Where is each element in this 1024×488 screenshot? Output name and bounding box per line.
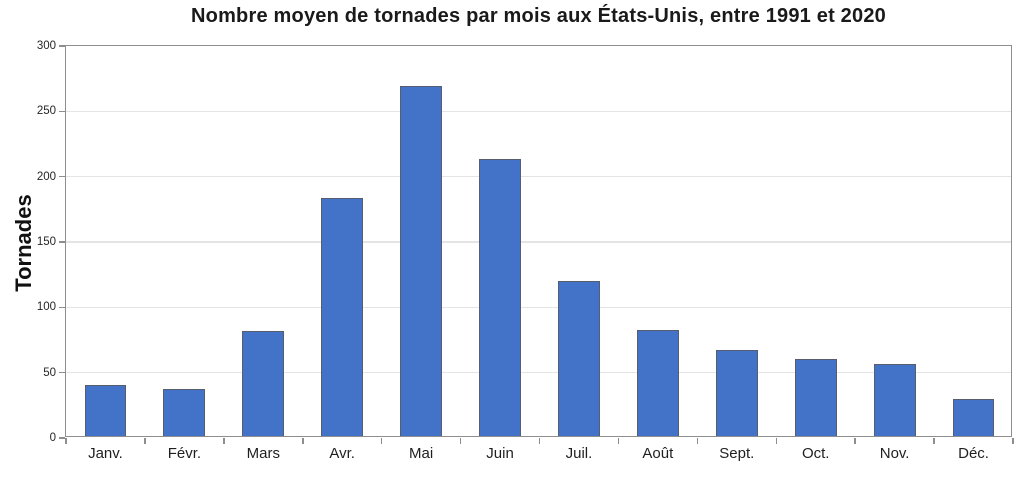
x-axis-label-juil: Juil.: [565, 445, 593, 462]
x-axis-tick-10: [854, 437, 856, 444]
gridline-150: [66, 241, 1011, 243]
x-axis-label-nov: Nov.: [879, 445, 910, 462]
bar-févr: [163, 388, 206, 436]
bar-oct: [794, 358, 837, 436]
x-axis-tick-2: [223, 437, 225, 444]
bar-juin: [479, 159, 521, 436]
plot-area: 0 50 100 150 200 250 300 Janv. Févr. Mars Avr. Mai J…: [37, 40, 1014, 462]
chart-title: Nombre moyen de tornades par mois aux Ét…: [191, 5, 886, 27]
gridline-100: [66, 306, 1011, 309]
y-axis-tick-label-150: 150: [36, 236, 56, 248]
bar-mai: [400, 85, 443, 436]
x-axis-label-févr: Févr.: [167, 445, 202, 462]
y-axis-tick-0: [58, 437, 65, 439]
x-axis-label-sept: Sept.: [719, 445, 755, 462]
bar-sept: [715, 349, 758, 436]
x-axis-tick-7: [617, 437, 620, 444]
x-axis-tick-11: [933, 437, 935, 444]
bar-avr: [321, 198, 364, 436]
bar-juil: [558, 280, 600, 436]
x-axis-label-mai: Mai: [409, 445, 434, 462]
x-axis-label-juin: Juin: [486, 445, 514, 462]
x-axis-label-janv: Janv.: [88, 445, 123, 462]
x-axis-label-avr: Avr.: [329, 445, 355, 462]
y-axis-tick-label-250: 250: [36, 105, 56, 118]
x-axis-tick-3: [302, 437, 304, 444]
bar-déc: [952, 399, 995, 436]
x-axis-tick-6: [538, 437, 541, 444]
x-axis-tick-1: [144, 437, 146, 444]
x-axis-tick-8: [696, 437, 699, 444]
x-axis-label-août: Août: [642, 445, 674, 462]
x-axis-label-mars: Mars: [246, 445, 280, 462]
y-axis-tick-label-50: 50: [43, 366, 56, 379]
bar-janv: [84, 385, 127, 436]
gridline-250: [66, 110, 1011, 113]
gridline-50: [66, 371, 1011, 374]
x-axis-label-déc: Déc.: [958, 445, 989, 462]
y-axis-tick-150: [58, 241, 65, 243]
y-axis-tick-label-200: 200: [36, 170, 56, 183]
bar-mars: [242, 331, 285, 436]
bar-nov: [873, 364, 916, 436]
y-axis-tick-label-300: 300: [36, 40, 56, 52]
y-axis-tick-300: [58, 45, 65, 47]
x-axis-tick-4: [380, 437, 383, 444]
x-axis-tick-12: [1012, 437, 1014, 444]
x-axis-tick-9: [775, 437, 777, 444]
y-axis-tick-100: [58, 306, 65, 309]
bar-août: [636, 330, 679, 436]
y-axis-tick-label-0: 0: [49, 432, 56, 444]
y-axis-tick-200: [58, 175, 65, 178]
y-axis-tick-250: [58, 110, 65, 113]
y-axis-tick-label-100: 100: [36, 301, 56, 314]
gridline-200: [66, 175, 1011, 178]
x-axis-tick-5: [459, 437, 462, 444]
y-axis-tick-50: [58, 371, 65, 374]
x-axis-tick-0: [65, 437, 67, 444]
x-axis-label-oct: Oct.: [801, 445, 830, 462]
